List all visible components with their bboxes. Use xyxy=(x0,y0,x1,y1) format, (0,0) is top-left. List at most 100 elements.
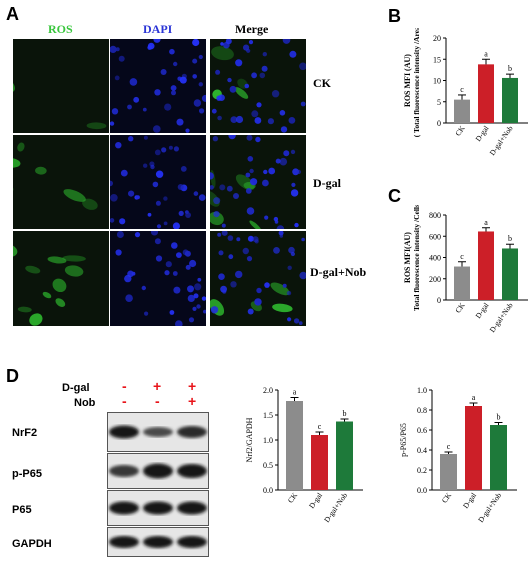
sign-dgal-nob: + xyxy=(188,378,197,394)
y-axis-label-secondary: Total fluorescence intensity /Cells xyxy=(412,205,421,311)
panel-letter-d: D xyxy=(6,366,19,386)
x-tick-label: CK xyxy=(286,491,300,505)
chart-b-ros-area: 0 5 10 15 20 ROS MFI (AU)( Total fluorescence… xyxy=(403,28,528,157)
bar-b-0 xyxy=(454,99,470,123)
y-tick-label: 2.0 xyxy=(263,386,273,395)
x-tick-label: CK xyxy=(453,124,467,138)
significance-letter: a xyxy=(484,49,488,58)
y-tick-label: 0 xyxy=(437,119,441,128)
bar-b-2 xyxy=(502,77,518,123)
x-tick-label: CK xyxy=(453,301,467,315)
blot-strip-p65 xyxy=(107,490,209,526)
sign-dgal-ck: - xyxy=(122,378,127,394)
micrograph-ros-dgal-nob xyxy=(12,230,110,327)
bar-c-2 xyxy=(502,248,518,300)
x-tick-label: D-gal xyxy=(473,301,490,320)
significance-letter: b xyxy=(343,409,347,418)
y-tick-label: 0.0 xyxy=(417,486,427,495)
micrograph-ros-dgal xyxy=(12,134,110,230)
blot-label-p65: P65 xyxy=(12,504,32,516)
y-tick-label: 15 xyxy=(433,55,441,64)
y-tick-label: 800 xyxy=(429,211,441,220)
significance-letter: c xyxy=(447,442,451,451)
y-tick-label: 1.0 xyxy=(417,386,427,395)
micrograph-merge-ck xyxy=(209,38,307,134)
significance-letter: b xyxy=(508,64,512,73)
bar-b-1 xyxy=(478,64,494,123)
chart-c-ros-cells: 0 200 400 600 800 ROS MFI(AU) Total fluorescen… xyxy=(403,205,528,334)
bar-c-1 xyxy=(478,231,494,300)
sign-nob-nob: + xyxy=(188,393,197,409)
sign-nob-dgal: - xyxy=(155,393,160,409)
treatment-label-nob: Nob xyxy=(74,397,96,409)
significance-letter: b xyxy=(508,234,512,243)
significance-letter: a xyxy=(484,218,488,227)
significance-letter: c xyxy=(460,252,464,261)
blot-strip-pp65 xyxy=(107,453,209,489)
column-header-merge: Merge xyxy=(235,22,269,36)
y-axis-label: p-P65/P65 xyxy=(399,423,408,457)
y-tick-label: 200 xyxy=(429,275,441,284)
micrograph-dapi-dgal-nob xyxy=(109,230,207,327)
y-tick-label: 0.8 xyxy=(417,406,427,415)
column-header-dapi: DAPI xyxy=(143,22,173,36)
blot-label-pp65: p-P65 xyxy=(12,468,42,480)
significance-letter: a xyxy=(472,393,476,402)
y-tick-label: 10 xyxy=(433,77,441,86)
micrograph-dapi-ck xyxy=(109,38,207,134)
y-axis-label: ROS MFI(AU) xyxy=(403,232,412,283)
x-tick-label: D-gal xyxy=(461,491,478,510)
bar-d1-1 xyxy=(311,435,328,490)
bar-d2-0 xyxy=(440,454,457,490)
micrograph-merge-dgal-nob xyxy=(209,230,307,327)
bar-d1-2 xyxy=(336,421,353,490)
y-tick-label: 600 xyxy=(429,232,441,241)
panel-letter-a: A xyxy=(6,4,19,24)
y-tick-label: 1.5 xyxy=(263,411,273,420)
panel-letter-c: C xyxy=(388,186,401,206)
y-tick-label: 0.4 xyxy=(417,446,427,455)
chart-d-pp65: 0.0 0.2 0.4 0.6 0.8 1.0 p-P65/P65 c CK a D-gal b D-g… xyxy=(399,386,517,524)
significance-letter: b xyxy=(497,413,501,422)
blot-strip-nrf2 xyxy=(107,412,209,452)
panel-letter-b: B xyxy=(388,6,401,26)
bar-d2-1 xyxy=(465,406,482,490)
y-tick-label: 0.6 xyxy=(417,426,427,435)
blot-label-gapdh: GAPDH xyxy=(12,538,52,550)
significance-letter: c xyxy=(318,422,322,431)
chart-d-nrf2: 0.0 0.5 1.0 1.5 2.0 Nrf2/GAPDH a CK c D-gal b D-gal… xyxy=(245,386,363,524)
bar-d2-2 xyxy=(490,425,507,490)
bar-c-0 xyxy=(454,266,470,300)
x-tick-label: D-gal+Nob xyxy=(488,301,515,334)
row-label-dgal: D-gal xyxy=(313,176,341,190)
y-tick-label: 400 xyxy=(429,254,441,263)
x-tick-label: D-gal+Nob xyxy=(476,491,503,524)
blot-label-nrf2: NrF2 xyxy=(12,427,38,439)
significance-letter: a xyxy=(293,388,297,397)
significance-letter: c xyxy=(460,85,464,94)
row-label-dgal-nob: D-gal+Nob xyxy=(310,265,367,279)
y-tick-label: 1.0 xyxy=(263,436,273,445)
row-label-ck: CK xyxy=(313,76,331,90)
x-tick-label: D-gal+Nob xyxy=(488,124,515,157)
x-tick-label: D-gal xyxy=(307,491,324,510)
y-tick-label: 20 xyxy=(433,34,441,43)
treatment-label-dgal: D-gal xyxy=(62,382,90,394)
y-tick-label: 0.0 xyxy=(263,486,273,495)
sign-dgal-dgal: + xyxy=(153,378,162,394)
bar-d1-0 xyxy=(286,401,303,490)
sign-nob-ck: - xyxy=(122,393,127,409)
y-tick-label: 5 xyxy=(437,98,441,107)
micrograph-ros-ck xyxy=(12,38,110,134)
micrograph-dapi-dgal xyxy=(109,134,207,230)
x-tick-label: D-gal+Nob xyxy=(322,491,349,524)
y-tick-label: 0.5 xyxy=(263,461,273,470)
y-tick-label: 0.2 xyxy=(417,466,427,475)
micrograph-merge-dgal xyxy=(209,134,307,230)
y-axis-label: ROS MFI (AU) xyxy=(403,54,412,107)
y-tick-label: 0 xyxy=(437,296,441,305)
y-axis-label: Nrf2/GAPDH xyxy=(245,417,254,462)
x-tick-label: CK xyxy=(440,491,454,505)
y-axis-label-secondary: ( Total fluorescence intensity /Area) xyxy=(412,28,421,137)
x-tick-label: D-gal xyxy=(473,124,490,143)
